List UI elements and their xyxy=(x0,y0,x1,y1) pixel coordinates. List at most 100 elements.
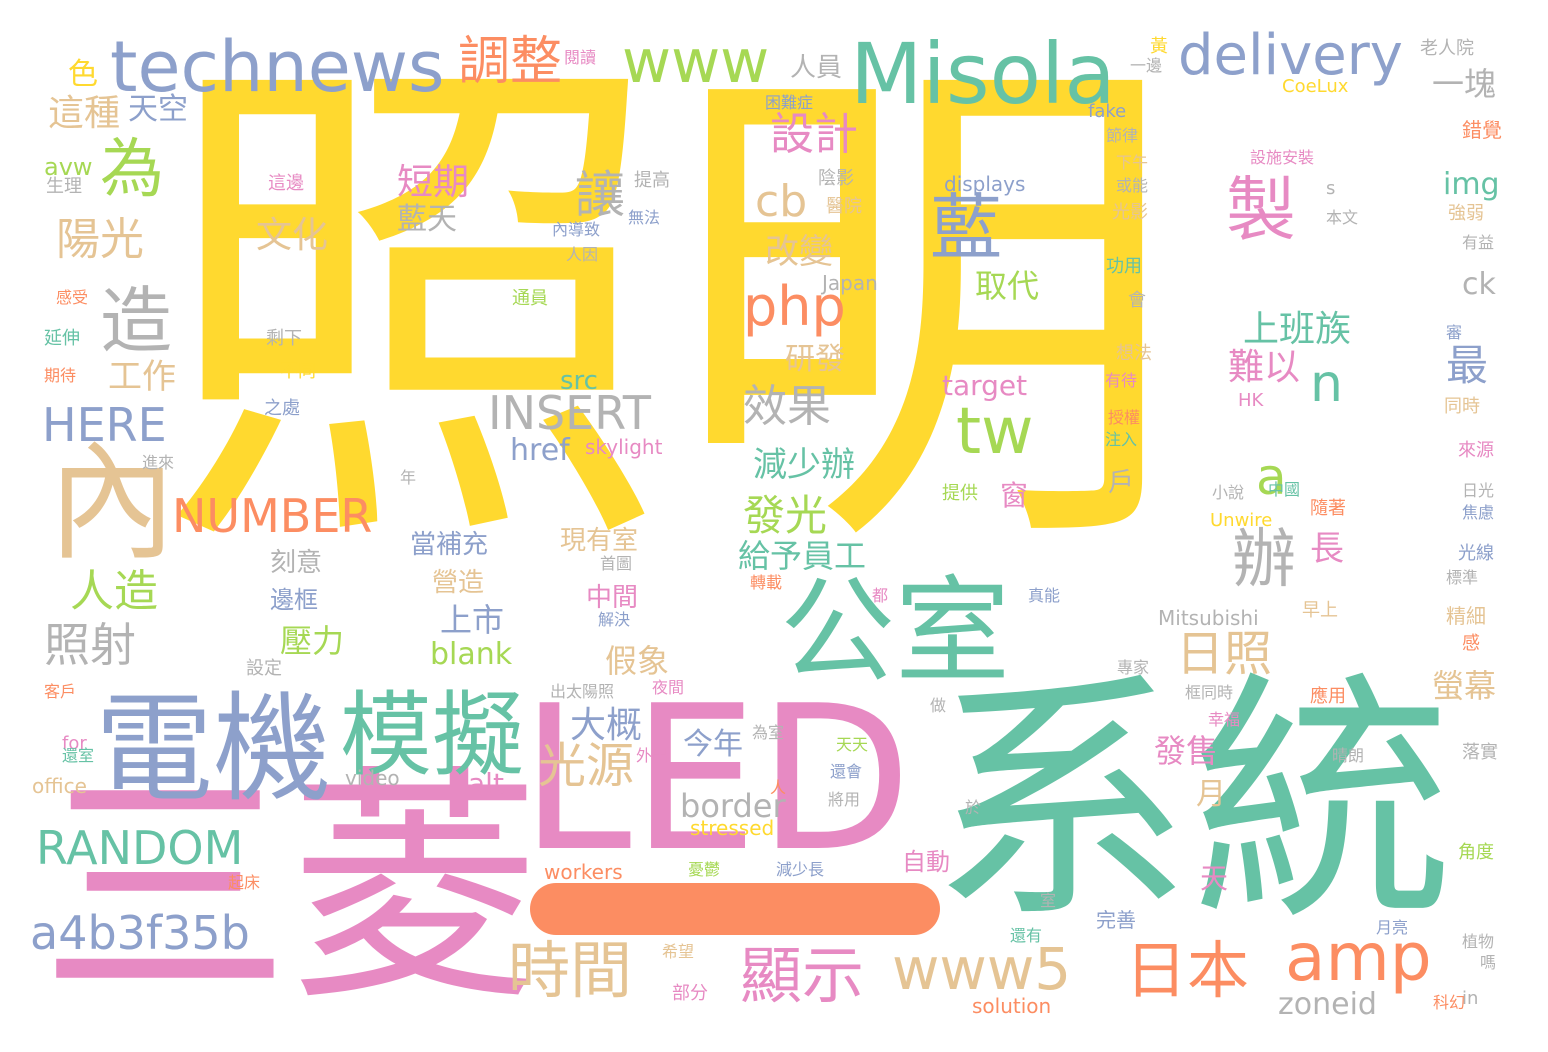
word: src xyxy=(560,366,598,396)
word: 設定 xyxy=(246,658,282,679)
word: Mitsubishi xyxy=(1158,606,1259,630)
word: 黃 xyxy=(1150,36,1168,57)
word: amp xyxy=(1285,919,1432,996)
word: 調整 xyxy=(458,32,563,92)
word: 都 xyxy=(872,586,889,605)
word: 感 xyxy=(1462,633,1480,654)
word: 天天 xyxy=(836,735,869,754)
decorative-bar xyxy=(530,883,940,935)
word: 現有室 xyxy=(560,526,639,556)
word: 標準 xyxy=(1446,568,1479,587)
word: 本文 xyxy=(1326,208,1359,227)
word: displays xyxy=(944,172,1026,196)
word: 精細 xyxy=(1446,604,1486,628)
word: 注入 xyxy=(1105,430,1138,449)
word: CoeLux xyxy=(1282,76,1349,97)
word: 植物 xyxy=(1462,932,1495,951)
word: 當補充 xyxy=(410,530,489,560)
word: 期待 xyxy=(44,366,77,385)
word: 時間 xyxy=(508,934,633,1007)
word: 於 xyxy=(965,798,982,817)
word: 晴朗 xyxy=(1332,746,1365,765)
word: Japan xyxy=(822,271,878,295)
word: 設施安裝 xyxy=(1250,148,1315,167)
word: 之處 xyxy=(264,398,300,419)
word: 為室 xyxy=(752,723,785,742)
word: n xyxy=(1310,354,1343,414)
word: 天空 xyxy=(128,92,188,127)
word: 照射 xyxy=(44,618,136,672)
word: 節律 xyxy=(1106,126,1139,145)
word: cb xyxy=(755,176,808,227)
word: in xyxy=(1462,988,1479,1009)
word: 提供 xyxy=(942,483,978,504)
word: 年 xyxy=(400,468,417,487)
word: 授權 xyxy=(1108,408,1141,427)
word: 研發 xyxy=(785,342,845,377)
word: 刻意 xyxy=(270,548,323,578)
word: 製 xyxy=(1226,169,1296,251)
word: 顯示 xyxy=(740,939,865,1012)
word: a4b3f35b xyxy=(30,906,250,960)
word: 審 xyxy=(1446,323,1463,342)
word: 發光 xyxy=(743,491,828,540)
word: 有待 xyxy=(1105,371,1138,390)
word: 發售 xyxy=(1154,732,1219,770)
word: 設計 xyxy=(770,109,858,160)
word: 中國 xyxy=(1268,480,1301,499)
word: 自動 xyxy=(902,848,950,876)
word: 提高 xyxy=(634,170,670,191)
word: workers xyxy=(544,860,623,884)
word: 陰影 xyxy=(818,168,854,189)
word: 進來 xyxy=(142,453,175,472)
word: 假象 xyxy=(605,642,670,680)
word: 邊框 xyxy=(270,586,318,614)
word: 人 xyxy=(770,778,787,797)
word: RANDOM xyxy=(36,821,244,875)
word: 藍 xyxy=(930,186,1003,270)
word: 功用 xyxy=(1106,256,1142,277)
word: 或能 xyxy=(1116,176,1149,195)
word: 剩下 xyxy=(266,328,302,349)
word: 內導致 xyxy=(552,220,601,239)
word: 電機 xyxy=(95,680,332,818)
word: 客戶 xyxy=(44,682,77,701)
word: php xyxy=(743,275,846,338)
word: blank xyxy=(430,637,513,672)
word: 人員 xyxy=(790,53,843,83)
word: tw xyxy=(956,395,1034,469)
word: 日本 xyxy=(1125,934,1250,1007)
word: 強弱 xyxy=(1448,203,1484,224)
word: 內 xyxy=(48,429,177,578)
word: href xyxy=(510,433,570,468)
word: 幸福 xyxy=(1208,710,1241,729)
word: 工作 xyxy=(108,357,176,397)
word: 一邊 xyxy=(1130,56,1163,75)
word: 辦 xyxy=(1232,523,1296,597)
word: 小說 xyxy=(1212,483,1245,502)
word: 醫院 xyxy=(826,196,862,217)
word: 難以 xyxy=(1228,347,1301,388)
word: a xyxy=(1256,448,1287,506)
word: 減少長 xyxy=(776,860,825,879)
word: office xyxy=(32,774,87,798)
word: 陽光 xyxy=(56,214,144,265)
word: 螢幕 xyxy=(1432,667,1497,705)
word: 焦慮 xyxy=(1462,503,1495,522)
word: border xyxy=(680,787,786,825)
word: 中間 xyxy=(586,583,639,613)
word: 做 xyxy=(930,696,947,715)
word: 想法 xyxy=(1116,343,1152,364)
word: 還有 xyxy=(1010,926,1043,945)
word: 壓力 xyxy=(280,622,345,660)
word: HERE xyxy=(42,398,167,452)
word: 讓 xyxy=(575,166,625,224)
word: 系統 xyxy=(930,650,1454,955)
word: 夜間 xyxy=(652,678,685,697)
word: 將用 xyxy=(828,790,861,809)
word: video xyxy=(345,766,400,790)
word: 上市 xyxy=(440,601,505,639)
word: 隨著 xyxy=(1310,498,1346,519)
word: 真能 xyxy=(1028,586,1061,605)
